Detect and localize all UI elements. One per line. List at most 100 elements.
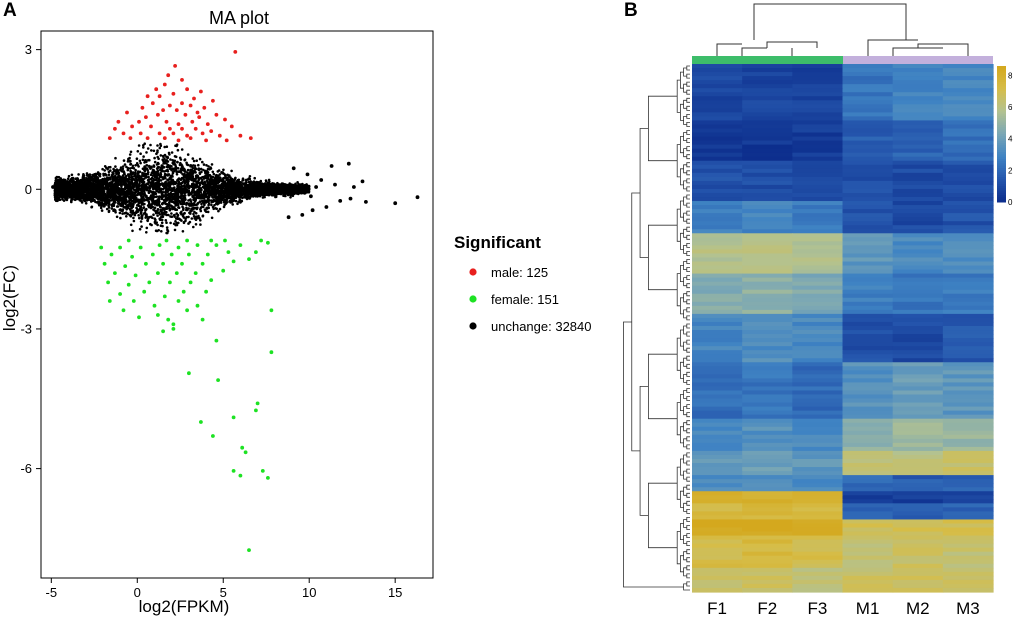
ma-point-female: [123, 264, 128, 268]
heatmap-cell: [792, 467, 844, 472]
heatmap-cell: [942, 567, 994, 573]
heatmap-cell: [942, 285, 994, 291]
heatmap-cell: [942, 233, 994, 238]
heatmap-cell: [892, 559, 944, 565]
heatmap-cell: [892, 555, 944, 561]
heatmap-cell: [942, 76, 994, 81]
heatmap-cell: [942, 402, 994, 408]
heatmap-cell: [892, 297, 944, 303]
x-tick-label: -5: [46, 585, 58, 600]
heatmap-cell: [792, 571, 844, 577]
heatmap-cell: [742, 499, 793, 504]
ma-point-unchange: [333, 182, 337, 187]
heatmap-cell: [942, 100, 994, 105]
ma-point-female: [266, 476, 270, 480]
heatmap-cell: [942, 483, 994, 488]
heatmap-cell: [842, 563, 894, 569]
heatmap-cell: [842, 140, 894, 146]
heatmap-cell: [792, 503, 844, 508]
heatmap-cell: [742, 213, 793, 218]
heatmap-cell: [792, 418, 844, 424]
heatmap-cell: [892, 192, 944, 198]
heatmap-cell: [792, 321, 844, 327]
heatmap-cell: [792, 301, 844, 307]
row-dendrogram-branch: [686, 468, 690, 474]
heatmap-cell: [692, 172, 743, 178]
heatmap-cell: [842, 402, 894, 408]
row-dendrogram-branch: [686, 218, 690, 224]
heatmap-cell: [692, 374, 743, 379]
heatmap-cell: [942, 583, 994, 589]
heatmap-cell: [742, 88, 793, 93]
heatmap-cell: [892, 144, 944, 150]
heatmap-cell: [842, 346, 894, 351]
row-dendrogram-branch: [683, 470, 687, 480]
row-dendrogram-branch: [683, 132, 687, 141]
heatmap-cell: [742, 273, 793, 279]
ma-point-female: [221, 268, 226, 273]
heatmap-cell: [942, 551, 994, 557]
heatmap-cell: [792, 289, 844, 295]
heatmap-cell: [792, 297, 844, 303]
heatmap-cell: [892, 426, 944, 432]
colorbar-segment: [997, 140, 1006, 144]
row-dendrogram-branch: [683, 83, 687, 93]
ma-point-female: [185, 308, 190, 313]
heatmap-cell: [692, 350, 743, 355]
heatmap-cell: [942, 80, 994, 85]
heatmap-cell: [842, 342, 894, 347]
heatmap-cell: [842, 535, 894, 541]
row-dendrogram-branch: [639, 386, 649, 516]
heatmap-cell: [892, 471, 944, 476]
heatmap-cell: [742, 188, 793, 194]
heatmap-cell: [742, 140, 793, 146]
heatmap-cell: [742, 446, 793, 452]
colorbar-segment: [997, 111, 1006, 115]
row-dendrogram-branch: [686, 138, 690, 143]
ma-point-unchange: [310, 208, 315, 213]
heatmap-cell: [792, 374, 844, 379]
heatmap-cell: [792, 366, 844, 371]
heatmap-cell: [842, 511, 894, 517]
colorbar-segment: [997, 124, 1006, 128]
heatmap-cell: [892, 265, 944, 271]
row-dendrogram-branch: [676, 402, 681, 436]
heatmap-cell: [892, 382, 944, 388]
heatmap-cell: [692, 237, 743, 242]
heatmap-cell: [792, 539, 844, 545]
heatmap-cell: [942, 229, 994, 234]
ma-point-male: [138, 131, 143, 136]
y-tick-label: -6: [20, 461, 32, 476]
row-dendrogram-branch: [686, 355, 690, 361]
heatmap-cell: [942, 426, 994, 432]
row-dendrogram-branch: [686, 428, 690, 434]
ma-point-female: [187, 252, 191, 257]
heatmap-cell: [842, 245, 894, 250]
heatmap-cell: [942, 92, 994, 97]
row-dendrogram-branch: [686, 573, 690, 579]
heatmap-cell: [792, 507, 844, 512]
ma-point-male: [188, 136, 193, 141]
row-dendrogram-branch: [686, 234, 690, 240]
row-dendrogram-branch: [683, 67, 687, 77]
heatmap-cell: [942, 418, 994, 424]
heatmap-cell: [692, 422, 743, 428]
ma-y-axis: 3 0 -3 -6: [20, 42, 41, 476]
row-dendrogram-branch: [686, 452, 690, 458]
heatmap-cell: [692, 523, 743, 529]
heatmap-cell: [742, 237, 793, 242]
row-dendrogram-branch: [686, 130, 690, 135]
heatmap-cell: [692, 402, 743, 408]
heatmap-cell: [942, 539, 994, 545]
row-dendrogram-branch: [686, 565, 690, 571]
heatmap-cell: [892, 515, 944, 521]
ma-point-female: [169, 252, 174, 257]
heatmap-cell: [892, 519, 944, 525]
ma-point-unchange: [319, 178, 324, 182]
heatmap-cell: [892, 176, 944, 182]
ma-point-male: [193, 126, 198, 131]
ma-x-axis-label: log2(FPKM): [139, 597, 230, 616]
ma-point-female: [113, 271, 117, 275]
heatmap-cell: [792, 64, 844, 69]
heatmap-cell: [892, 116, 944, 122]
